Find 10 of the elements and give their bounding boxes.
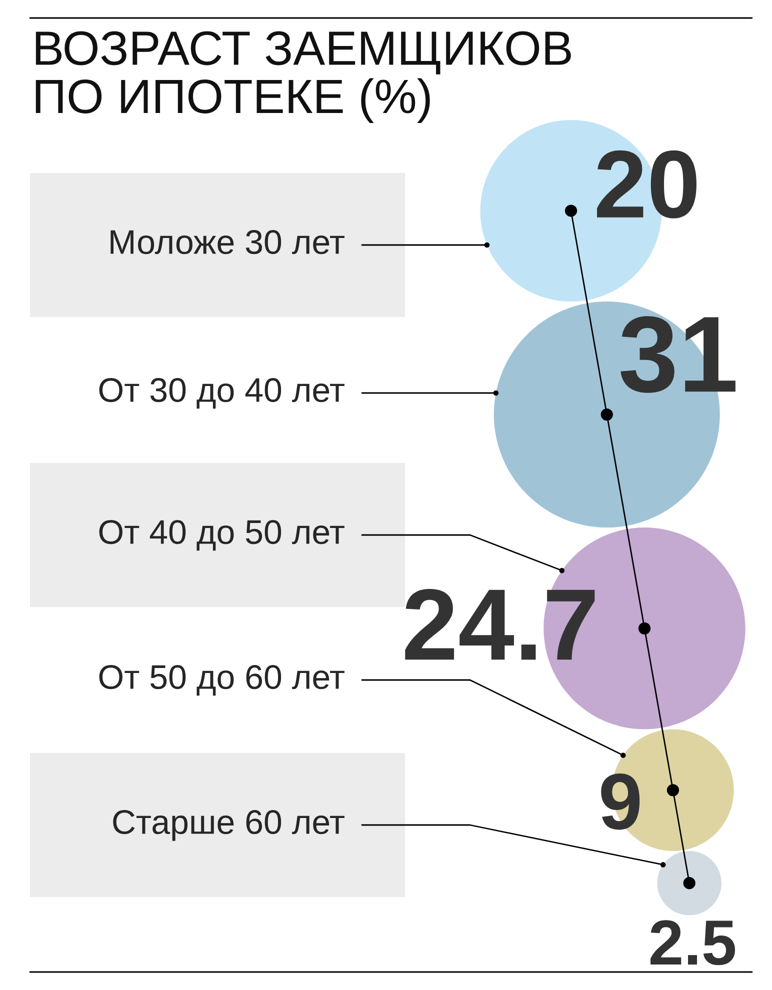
category-label: От 50 до 60 лет [99, 665, 344, 696]
data-label: 9 [601, 773, 640, 830]
data-label: 24.7 [405, 588, 595, 660]
category-label: Моложе 30 лет [110, 230, 344, 254]
text: ВОЗРАСТ ЗАЕМЩИКОВ ПО ИПОТЕКЕ (%) [36, 31, 571, 123]
data-label: 20 [597, 150, 696, 218]
category-label: От 30 до 40 лет [99, 378, 344, 409]
category-label: От 40 до 50 лет [99, 520, 344, 551]
data-label: 2.5 [650, 920, 736, 966]
category-label: Старше 60 лет [113, 810, 344, 841]
